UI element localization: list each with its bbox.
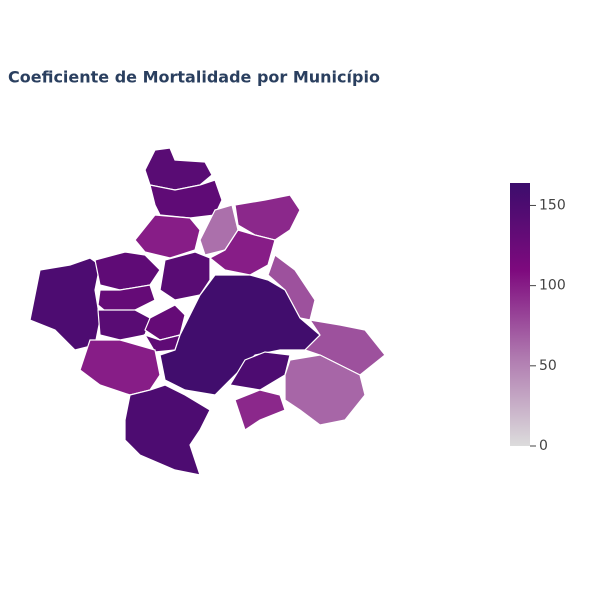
- colorbar-tick-label: 0: [539, 438, 548, 454]
- region: [234, 389, 286, 431]
- colorbar-tick-label: 50: [539, 358, 557, 374]
- region: [94, 251, 161, 291]
- region: [134, 214, 201, 259]
- map-regions: [29, 147, 386, 476]
- region: [97, 309, 151, 341]
- region: [234, 194, 301, 241]
- region: [149, 179, 223, 219]
- region: [124, 384, 211, 476]
- colorbar-tick-label: 150: [539, 197, 566, 213]
- colorbar-scale: [510, 183, 530, 446]
- region: [97, 284, 156, 316]
- region: [267, 254, 316, 321]
- colorbar-tick-label: 100: [539, 278, 566, 294]
- region: [208, 229, 276, 276]
- region: [284, 354, 366, 426]
- region: [144, 147, 213, 191]
- colorbar: 0 50 100 150: [510, 183, 566, 454]
- chart-title: Coeficiente de Mortalidade por Município: [8, 68, 380, 87]
